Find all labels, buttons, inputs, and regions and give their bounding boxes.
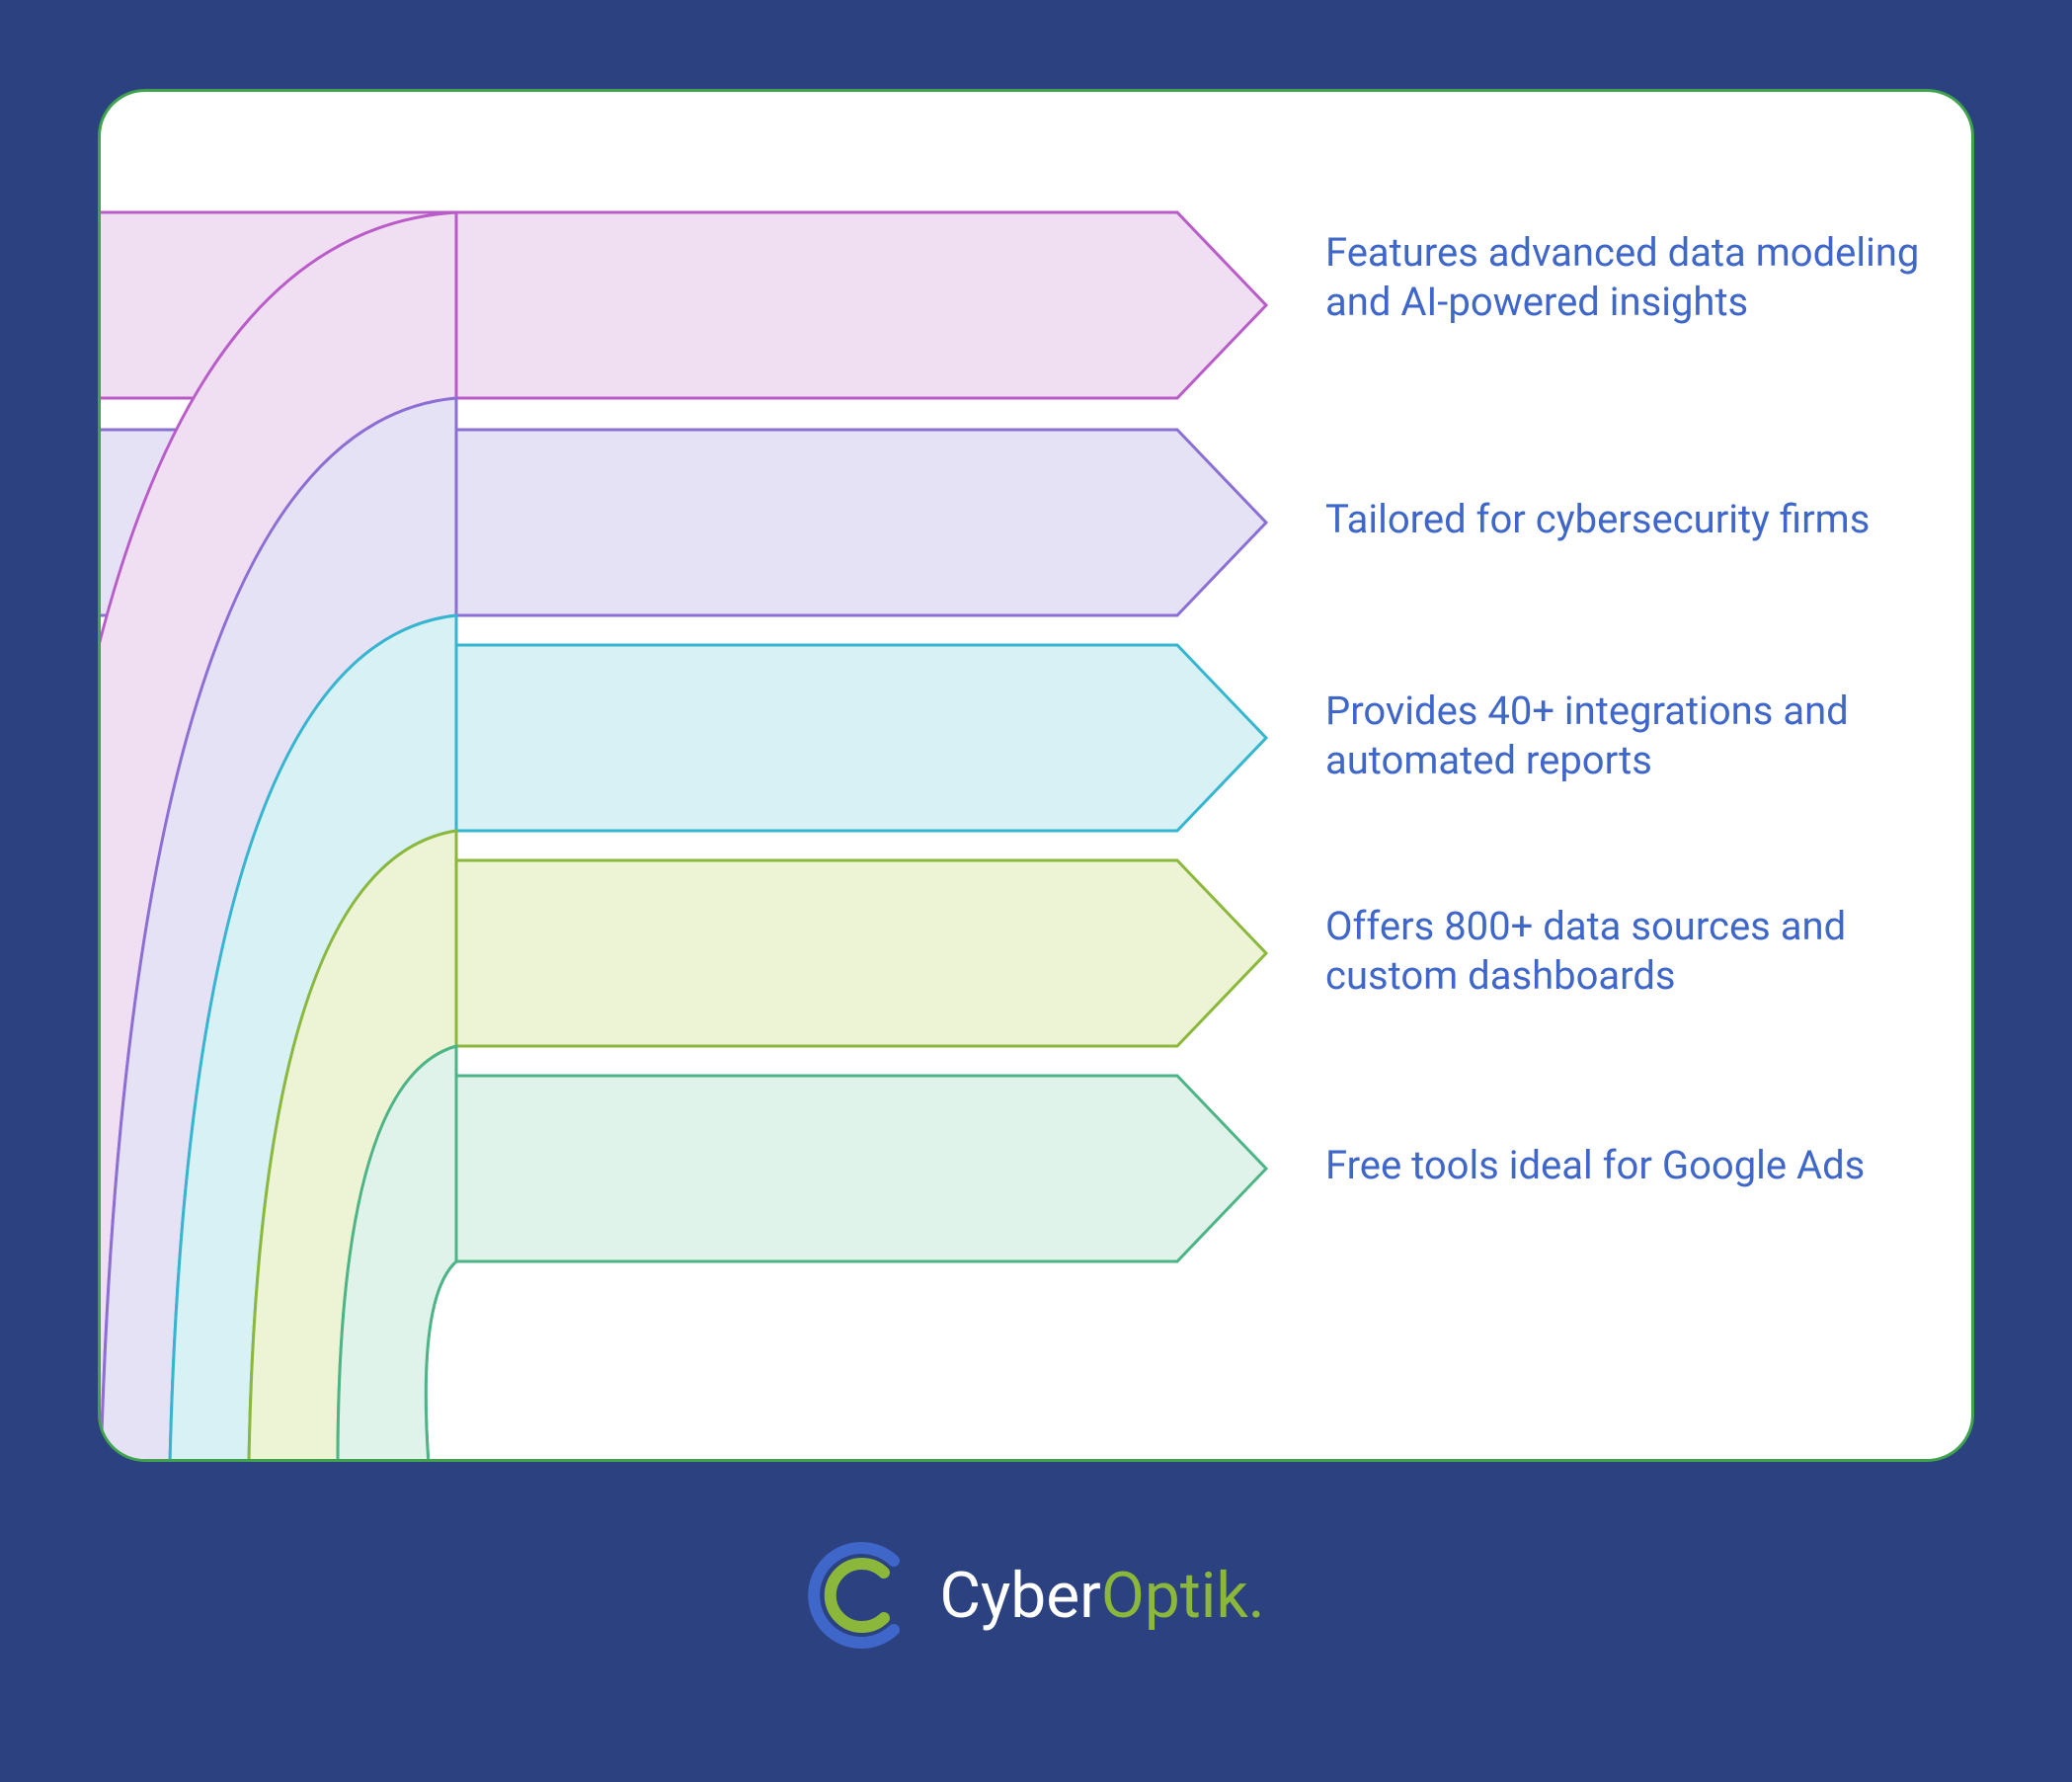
infographic-panel: Power BI Features advanced data modeling… (98, 89, 1974, 1462)
logo-prefix: Cyber (939, 1559, 1101, 1633)
row-google-analytics: Google Analytics & Data Studio (101, 1076, 1266, 1261)
row-power-bi: Power BI (101, 212, 1266, 398)
arrow-shape (101, 212, 1266, 398)
logo-suffix: Optik. (1101, 1559, 1265, 1633)
row-desc: Free tools ideal for Google Ads (1325, 1141, 1865, 1190)
arrow-shape (101, 860, 1266, 1046)
row-desc: Offers 800+ data sources and custom dash… (1325, 902, 1938, 1001)
arrow-shape (101, 1076, 1266, 1261)
row-desc: Features advanced data modeling and AI-p… (1325, 228, 1938, 327)
logo-text: CyberOptik. (939, 1559, 1264, 1633)
arrow-shape (101, 430, 1266, 615)
row-desc: Tailored for cybersecurity firms (1325, 495, 1870, 544)
cyberoptik-logo: CyberOptik. (807, 1541, 1264, 1650)
arrow-shape (101, 645, 1266, 831)
logo-mark-icon (807, 1541, 916, 1650)
row-looker-studio: Looker Studio (101, 860, 1266, 1046)
row-cyberoptik-suite: CyberOptik PPC Analytics Suite (101, 430, 1266, 615)
row-whatagraph: Whatagraph (101, 645, 1266, 831)
row-desc: Provides 40+ integrations and automated … (1325, 687, 1938, 785)
